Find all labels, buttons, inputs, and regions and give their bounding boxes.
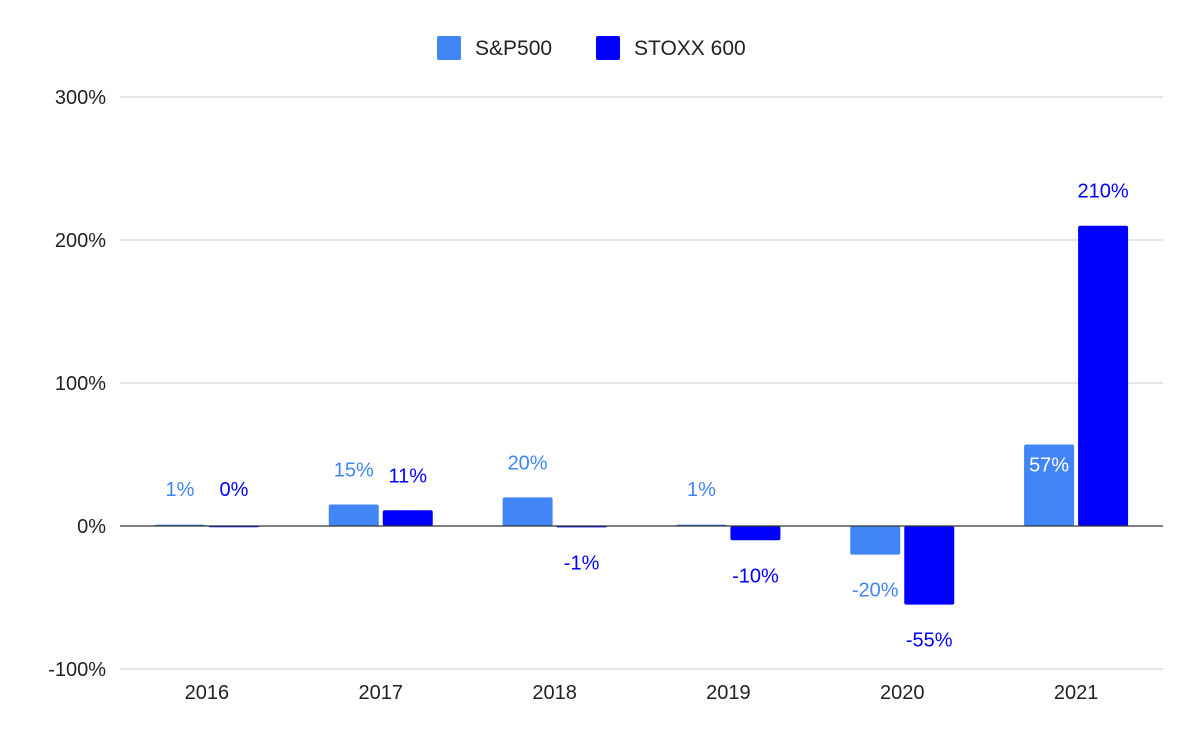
data-label-stoxx600-2019: -10%	[732, 565, 779, 587]
bar-sp500-2017	[328, 504, 379, 526]
bar-stoxx600-2019	[730, 526, 781, 541]
data-label-sp500-2017: 15%	[334, 460, 374, 482]
data-label-stoxx600-2021: 210%	[1078, 181, 1129, 203]
data-label-stoxx600-2020: -55%	[906, 630, 953, 652]
bar-stoxx600-2021	[1078, 225, 1129, 526]
data-label-sp500-2021: 57%	[1029, 454, 1069, 476]
x-tick-label: 2018	[532, 682, 577, 704]
bar-stoxx600-2017	[382, 510, 433, 526]
y-tick-label: 300%	[55, 87, 106, 109]
data-label-sp500-2020: -20%	[852, 580, 899, 602]
y-tick-label: 200%	[55, 230, 106, 252]
data-label-sp500-2016: 1%	[165, 479, 194, 501]
legend: S&P500 STOXX 600	[437, 36, 746, 60]
x-tick-label: 2020	[880, 682, 925, 704]
bar-sp500-2021	[1024, 444, 1075, 526]
bar-stoxx600-2020	[904, 526, 955, 605]
x-tick-label: 2017	[359, 682, 404, 704]
y-tick-label: -100%	[48, 659, 106, 681]
x-tick-label: 2016	[185, 682, 230, 704]
data-label-sp500-2018: 20%	[508, 452, 548, 474]
legend-label-1: S&P500	[475, 37, 552, 60]
data-labels: 1% 0% 15% 11% 20% -1% 1% -10% -20% -55% 57% 210%	[165, 181, 1128, 652]
legend-swatch-2	[596, 36, 620, 60]
data-label-stoxx600-2018: -1%	[564, 552, 600, 574]
bar-sp500-2020	[850, 526, 901, 555]
y-tick-label: 0%	[77, 516, 106, 538]
y-tick-label: 100%	[55, 373, 106, 395]
bars	[154, 225, 1129, 605]
x-axis: 2016 2017 2018 2019 2020 2021	[185, 682, 1099, 704]
data-label-stoxx600-2017: 11%	[388, 465, 427, 487]
x-tick-label: 2019	[706, 682, 751, 704]
x-tick-label: 2021	[1054, 682, 1099, 704]
y-axis: -100% 0% 100% 200% 300%	[48, 87, 106, 681]
bar-sp500-2018	[502, 497, 553, 526]
legend-swatch-1	[437, 36, 461, 60]
gridlines	[120, 96, 1163, 670]
data-label-sp500-2019: 1%	[687, 479, 716, 501]
data-label-stoxx600-2016: 0%	[219, 479, 248, 501]
legend-label-2: STOXX 600	[634, 37, 746, 60]
